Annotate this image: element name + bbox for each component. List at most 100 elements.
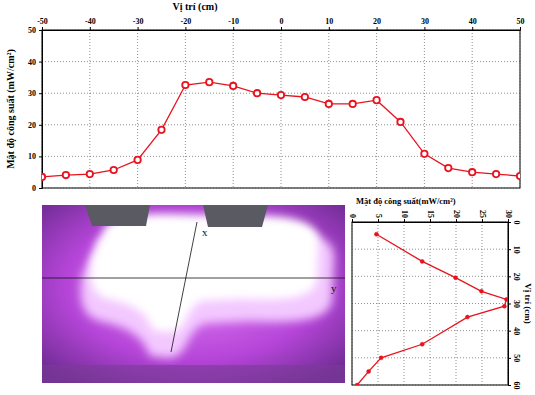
data-layer xyxy=(42,79,520,180)
marker xyxy=(465,315,469,319)
chart-0: -50-40-30-20-100102030405001020304050Vị … xyxy=(5,1,525,193)
marker xyxy=(302,94,308,100)
tick-mark xyxy=(482,219,483,222)
tick-label: 60 xyxy=(512,382,521,390)
marker xyxy=(134,157,140,163)
x-axis: 0 10 20 30 40 50 60 xyxy=(508,221,521,390)
tick: 15 xyxy=(426,210,435,222)
tick: 20 xyxy=(452,210,461,222)
marker xyxy=(254,90,260,96)
marker xyxy=(493,171,499,177)
grid-line xyxy=(456,222,457,385)
light-spot xyxy=(91,214,319,332)
grid-line xyxy=(42,156,520,157)
tick: -10 xyxy=(228,17,239,30)
tick: 0 xyxy=(32,184,42,193)
grid-line xyxy=(404,222,405,385)
grid-line xyxy=(42,124,520,125)
grid-line xyxy=(42,188,520,189)
tick-label: 40 xyxy=(512,327,521,335)
plot-frame xyxy=(42,30,520,188)
tick-mark xyxy=(138,27,139,30)
tick-label: 50 xyxy=(28,26,36,35)
tick: 5 xyxy=(374,214,383,222)
tick: -20 xyxy=(181,17,192,30)
tick-label: 0 xyxy=(512,221,521,225)
tick-mark xyxy=(378,219,379,222)
tick-label: 30 xyxy=(28,89,36,98)
tick-label: -20 xyxy=(181,17,192,26)
grid-line xyxy=(89,30,90,188)
tick-mark xyxy=(508,331,511,332)
tick: 20 xyxy=(508,273,521,281)
y-axis: 0 10 20 30 40 50 xyxy=(28,26,43,193)
tick: 60 xyxy=(508,382,521,390)
tick-mark xyxy=(377,27,378,30)
grid xyxy=(42,30,520,188)
x-axis: -50-40-30-20-1001020304050 xyxy=(37,17,524,31)
tick-label: -10 xyxy=(228,17,239,26)
tick-mark xyxy=(472,27,473,30)
tick-label: 30 xyxy=(512,300,521,308)
marker xyxy=(158,127,164,133)
marker xyxy=(420,259,424,263)
tick: -50 xyxy=(37,17,48,30)
tick-mark xyxy=(508,304,511,305)
tick: 10 xyxy=(508,246,521,254)
tick: 20 xyxy=(373,17,381,30)
tick: 25 xyxy=(478,210,487,222)
series-line xyxy=(42,82,520,177)
tick-mark xyxy=(39,188,42,189)
tick-label: 0 xyxy=(280,17,284,26)
marker xyxy=(87,171,93,177)
tick-label: 15 xyxy=(426,210,435,218)
tick: 0 xyxy=(508,221,521,225)
axis-line xyxy=(43,27,521,31)
tick-label: 40 xyxy=(28,58,36,67)
tick-mark xyxy=(42,27,43,30)
tick-mark xyxy=(281,27,282,30)
series-line xyxy=(357,234,506,385)
tick-mark xyxy=(424,27,425,30)
tick-label: 10 xyxy=(512,246,521,254)
y-axis-title: Mật độ công suất(mW/cm²) xyxy=(356,196,456,206)
tick-label: 0 xyxy=(348,214,357,218)
tick-mark xyxy=(404,219,405,222)
axis-line xyxy=(39,31,43,189)
tick-mark xyxy=(508,276,511,277)
tick: 30 xyxy=(504,210,513,222)
tick: 10 xyxy=(28,152,42,161)
tick-label: 50 xyxy=(512,354,521,362)
tick-mark xyxy=(39,62,42,63)
marker xyxy=(182,82,188,88)
tick-label: 10 xyxy=(325,17,333,26)
grid-line xyxy=(42,61,520,62)
grid-line xyxy=(281,30,282,188)
y-axis: 0 5 10 15 20 25 30 xyxy=(348,210,513,223)
tick-mark xyxy=(329,27,330,30)
marker xyxy=(355,383,359,385)
tick: 10 xyxy=(400,210,409,222)
grid xyxy=(352,222,508,385)
tick: 30 xyxy=(508,300,521,308)
tick-label: 30 xyxy=(421,17,429,26)
photo-background xyxy=(42,205,345,383)
marker xyxy=(502,304,506,308)
tick: -40 xyxy=(85,17,96,30)
photo xyxy=(42,205,345,383)
lamp-right xyxy=(203,205,268,227)
tick: 20 xyxy=(28,121,42,130)
marker xyxy=(42,174,45,180)
tick-mark xyxy=(520,27,521,30)
grid-line xyxy=(352,222,353,385)
grid-line xyxy=(328,30,329,188)
figure: xy-50-40-30-20-100102030405001020304050V… xyxy=(0,0,535,395)
tick-mark xyxy=(185,27,186,30)
marker xyxy=(469,169,475,175)
grid-line xyxy=(430,222,431,385)
tick-label: 20 xyxy=(373,17,381,26)
tick-mark xyxy=(233,27,234,30)
tick: 40 xyxy=(469,17,477,30)
axis-line xyxy=(509,223,512,386)
tick: 50 xyxy=(508,354,521,362)
